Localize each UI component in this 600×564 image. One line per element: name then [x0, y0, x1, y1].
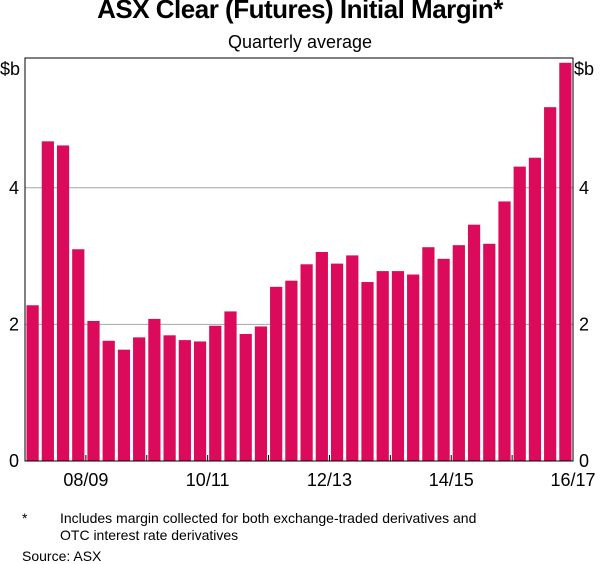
bar: [178, 340, 191, 461]
bar: [300, 264, 313, 461]
bar: [102, 340, 115, 461]
y-tick-label-right: 2: [579, 314, 589, 334]
bar: [452, 245, 465, 461]
bar: [239, 333, 252, 461]
bar: [346, 255, 359, 461]
bar: [422, 247, 435, 461]
bar: [254, 326, 268, 461]
bar: [87, 320, 100, 461]
bar: [224, 311, 237, 461]
footnote-line-1: Includes margin collected for both excha…: [60, 510, 477, 526]
bar: [376, 271, 389, 461]
bar: [361, 282, 374, 461]
bar: [498, 201, 511, 461]
bar: [117, 349, 131, 461]
bar: [41, 141, 54, 461]
footnote-mark: *: [22, 510, 28, 526]
bar: [559, 62, 572, 461]
bar: [437, 258, 450, 461]
bar: [133, 337, 146, 461]
bar: [163, 335, 176, 461]
bar: [513, 166, 526, 461]
bar: [391, 271, 405, 461]
bar: [72, 249, 85, 461]
y-axis-unit-right: $b: [574, 59, 595, 79]
x-tick-label: 10/11: [186, 470, 230, 490]
bar-series: [26, 62, 572, 462]
bar: [56, 145, 70, 461]
x-tick-label: 08/09: [63, 470, 108, 490]
y-axis-unit-left: $b: [0, 59, 21, 79]
x-tick-label: 14/15: [429, 470, 474, 490]
axis-labels: 0 0 2 2 4 4 08/09 10/11 12/13 14/15 16/17: [9, 178, 596, 490]
gridlines: [25, 187, 573, 325]
y-tick-label-left: 4: [9, 178, 19, 198]
bar: [148, 318, 161, 461]
bar: [528, 157, 542, 462]
chart-subtitle: Quarterly average: [227, 32, 373, 52]
x-tick-label: 12/13: [307, 470, 352, 490]
footnote-text: Includes margin collected for both excha…: [60, 510, 580, 544]
bar: [209, 325, 222, 461]
bar: [544, 107, 557, 462]
bar: [315, 251, 328, 461]
y-tick-label-left: 2: [9, 314, 19, 334]
bar: [483, 243, 496, 461]
bar: [330, 263, 344, 461]
bar: [270, 286, 283, 461]
y-tick-label-right: 0: [579, 451, 589, 471]
y-tick-label-left: 0: [9, 451, 19, 471]
chart-title: ASX Clear (Futures) Initial Margin*: [97, 0, 503, 24]
bar: [407, 274, 420, 461]
bar: [193, 341, 207, 461]
bar: [26, 305, 39, 461]
footnote-line-2: OTC interest rate derivatives: [60, 527, 239, 543]
bar: [467, 224, 481, 461]
y-tick-label-right: 4: [579, 178, 589, 198]
bar: [285, 280, 298, 461]
plot-frame: [24, 57, 574, 462]
axis-ticks: [85, 455, 513, 461]
source-note: Source: ASX: [22, 548, 102, 564]
x-tick-label: 16/17: [550, 470, 595, 490]
